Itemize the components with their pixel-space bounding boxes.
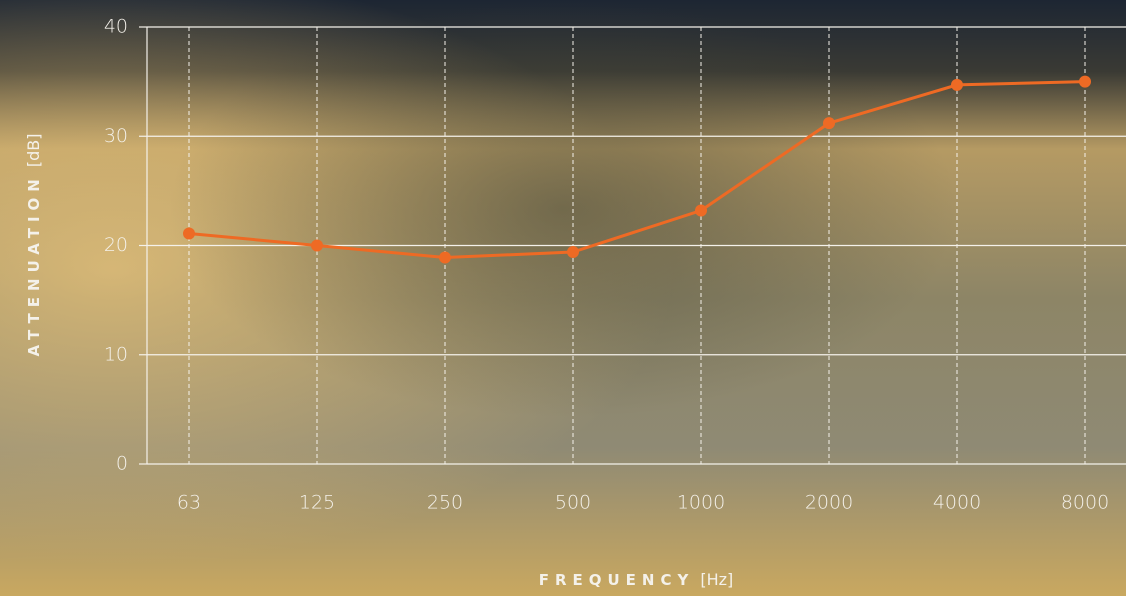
y-unit: [dB] [24,134,43,168]
x-axis-title: FREQUENCY [Hz] [539,570,734,589]
y-label: ATTENUATION [25,173,43,356]
y-axis-title: ATTENUATION [dB] [24,134,43,357]
data-point [311,240,323,252]
y-tick-label: 20 [104,234,128,256]
x-tick-label: 8000 [1061,492,1109,514]
data-point [951,79,963,91]
x-label: FREQUENCY [539,571,695,589]
data-point [567,246,579,258]
x-tick-label: 1000 [677,492,725,514]
chart: ATTENUATION [dB] FREQUENCY [Hz] 0 10 20 30 40 6… [0,0,1126,596]
data-point [695,205,707,217]
x-tick-label: 250 [427,492,463,514]
x-tick-label: 63 [177,492,201,514]
data-point [1079,76,1091,88]
data-point [183,227,195,239]
y-tick-label: 0 [116,453,128,475]
y-tick-label: 10 [104,343,128,365]
data-point [823,117,835,129]
y-tick-label: 30 [104,125,128,147]
x-tick-label: 500 [555,492,591,514]
x-tick-label: 125 [299,492,335,514]
y-tick-label: 40 [104,16,128,38]
x-tick-label: 4000 [933,492,981,514]
x-unit: [Hz] [700,570,733,589]
data-point [439,252,451,264]
x-tick-label: 2000 [805,492,853,514]
